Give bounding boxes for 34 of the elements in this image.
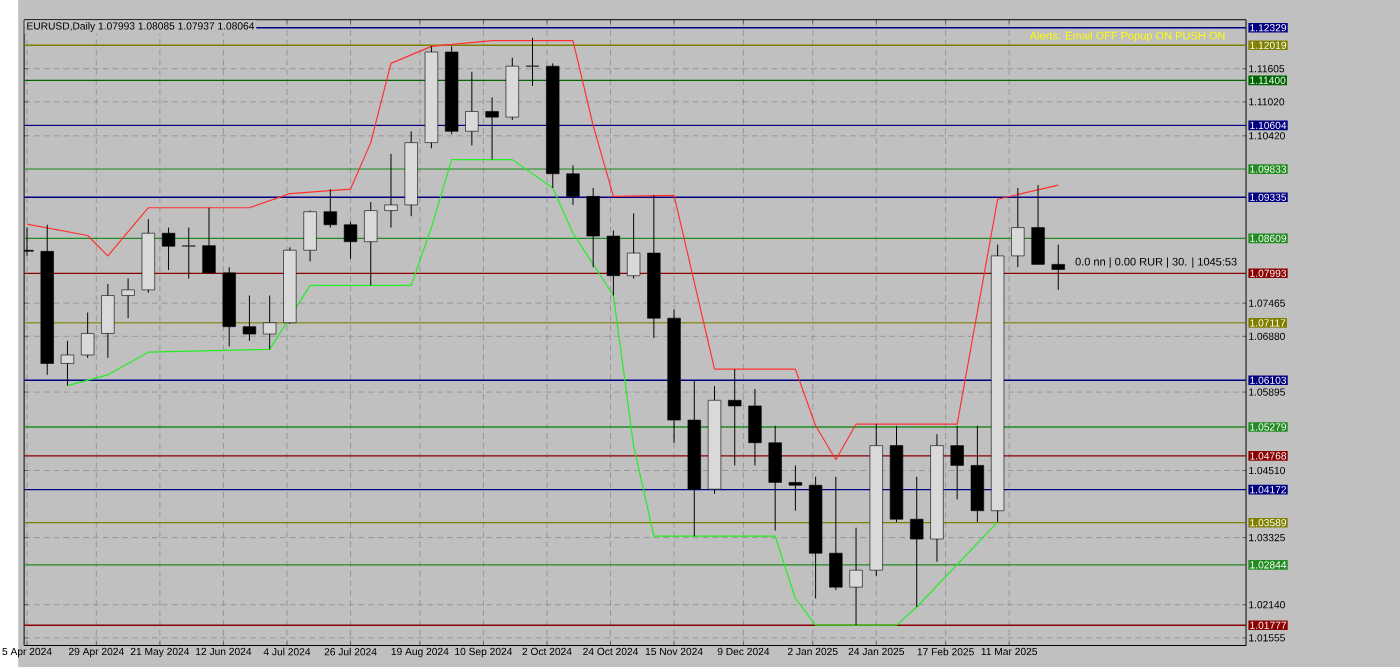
candlestick: [606, 230, 621, 297]
candlestick: [485, 97, 499, 161]
candlestick: [384, 153, 398, 229]
candlestick: [566, 165, 580, 206]
candlestick: [970, 425, 985, 523]
candlestick: [525, 37, 540, 87]
candlestick: [626, 213, 641, 280]
candlestick: [910, 476, 924, 608]
candlestick: [242, 295, 257, 342]
candlestick: [1051, 244, 1065, 291]
candlestick: [788, 465, 803, 512]
candlestick: [303, 210, 317, 263]
candlestick: [161, 227, 176, 271]
candlestick: [728, 369, 742, 467]
candlestick: [586, 187, 600, 269]
line-series: [26, 40, 1059, 461]
candlestick: [1031, 184, 1045, 266]
candlestick: [121, 278, 135, 320]
candlestick: [364, 201, 378, 287]
candlestick: [829, 476, 843, 591]
candlestick: [1011, 187, 1025, 269]
candlestick: [748, 388, 762, 467]
candlestick: [60, 340, 75, 387]
candlestick: [202, 207, 216, 274]
candlestick: [465, 71, 479, 147]
candlestick: [263, 295, 277, 351]
candlestick: [768, 425, 782, 532]
candlestick: [81, 312, 95, 359]
candlestick: [950, 425, 964, 501]
candlestick: [323, 188, 337, 229]
candlestick: [343, 221, 358, 260]
candlestick: [101, 284, 115, 359]
candlestick: [849, 527, 863, 626]
candlestick: [182, 227, 196, 280]
